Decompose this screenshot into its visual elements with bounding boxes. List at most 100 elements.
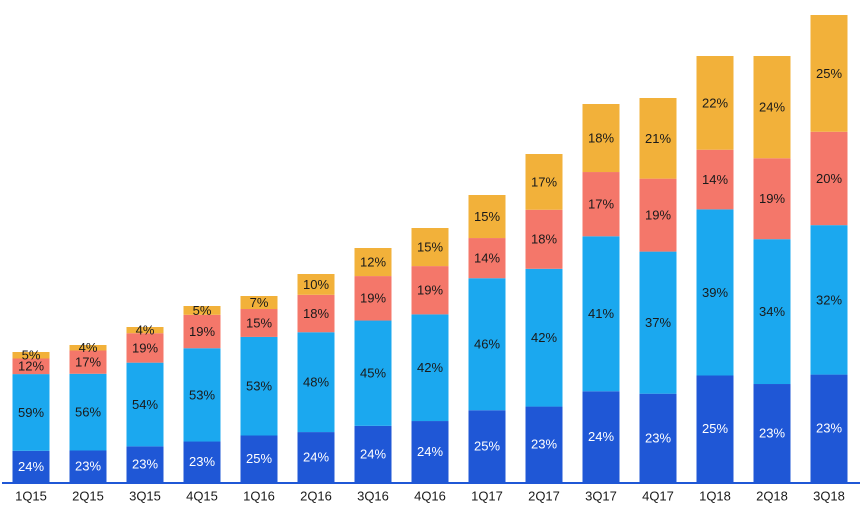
value-label: 20% [816,171,842,186]
value-label: 24% [588,429,614,444]
value-label: 23% [645,430,671,445]
value-label: 18% [588,130,614,145]
bar-segment [696,149,734,210]
bar-segment [69,350,107,374]
value-label: 48% [303,375,329,390]
bar-segment [411,421,449,482]
value-label: 10% [303,277,329,292]
value-label: 53% [189,387,215,402]
value-label: 18% [303,306,329,321]
value-label: 25% [246,451,272,466]
value-label: 25% [816,66,842,81]
x-tick-label: 4Q17 [642,488,674,503]
bar-segment [582,104,620,173]
value-label: 59% [18,405,44,420]
bar-segment [411,228,449,267]
bar-segment [354,276,392,321]
x-tick-label: 1Q15 [15,488,47,503]
value-label: 12% [360,254,386,269]
bar-segment [240,296,278,310]
bar-segment [297,274,335,295]
bar-segment [297,432,335,482]
value-label: 17% [588,197,614,212]
x-tick-label: 2Q17 [528,488,560,503]
bar-segment [126,446,164,482]
bar-segment [525,154,563,210]
value-label: 54% [132,397,158,412]
bar-segment [240,309,278,337]
value-label: 4% [79,340,98,355]
value-label: 39% [702,285,728,300]
bar-segment [354,248,392,277]
value-label: 19% [132,340,158,355]
value-label: 14% [702,172,728,187]
bar-segment [297,332,335,433]
x-tick-label: 3Q16 [357,488,389,503]
x-tick-label: 4Q15 [186,488,218,503]
value-label: 22% [702,95,728,110]
value-label: 19% [189,324,215,339]
bar-segment [411,266,449,315]
bar-segment [126,327,164,334]
value-label: 21% [645,131,671,146]
value-label: 4% [136,323,155,338]
value-label: 19% [417,283,443,298]
bar-segment [525,209,563,269]
bar-segment [696,375,734,482]
bar-segment [696,56,734,150]
value-label: 14% [474,251,500,266]
bar-segment [354,320,392,426]
value-label: 24% [417,444,443,459]
bar-segment [582,236,620,392]
bar-segment [69,450,107,482]
bar-segment [12,374,50,451]
bar-segment [639,178,677,252]
value-label: 17% [75,355,101,370]
x-tick-label: 1Q17 [471,488,503,503]
x-tick-label: 1Q18 [699,488,731,503]
value-label: 25% [702,421,728,436]
value-label: 15% [246,315,272,330]
bar-segment [753,56,791,159]
value-label: 56% [75,405,101,420]
bar-segment [126,333,164,363]
bar-segment [468,238,506,279]
bar-segment [12,358,50,375]
bar-segment [183,314,221,349]
value-label: 19% [360,291,386,306]
value-label: 23% [531,437,557,452]
bar-segment [639,393,677,482]
x-tick-label: 2Q16 [300,488,332,503]
value-label: 19% [645,208,671,223]
value-label: 46% [474,337,500,352]
value-label: 23% [759,425,785,440]
x-tick-label: 2Q18 [756,488,788,503]
value-label: 53% [246,379,272,394]
x-tick-label: 1Q16 [243,488,275,503]
value-label: 15% [417,239,443,254]
bar-segment [639,98,677,179]
bar-segment [411,314,449,422]
bar-segment [468,410,506,482]
x-tick-label: 4Q16 [414,488,446,503]
value-label: 42% [531,330,557,345]
value-label: 19% [759,191,785,206]
x-tick-label: 3Q17 [585,488,617,503]
bar-segment [69,373,107,451]
bar-segment [810,15,848,132]
bar-segment [525,406,563,482]
value-label: 24% [303,449,329,464]
bar-segment [696,209,734,376]
bar-segment [240,435,278,482]
value-label: 24% [360,446,386,461]
bar-segment [582,391,620,482]
bar-segment [639,251,677,394]
bar-segment [582,172,620,237]
bar-segment [810,131,848,226]
bar-segment [12,352,50,359]
value-label: 15% [474,209,500,224]
value-label: 12% [18,359,44,374]
bar-segment [753,239,791,385]
bar-segment [753,158,791,240]
